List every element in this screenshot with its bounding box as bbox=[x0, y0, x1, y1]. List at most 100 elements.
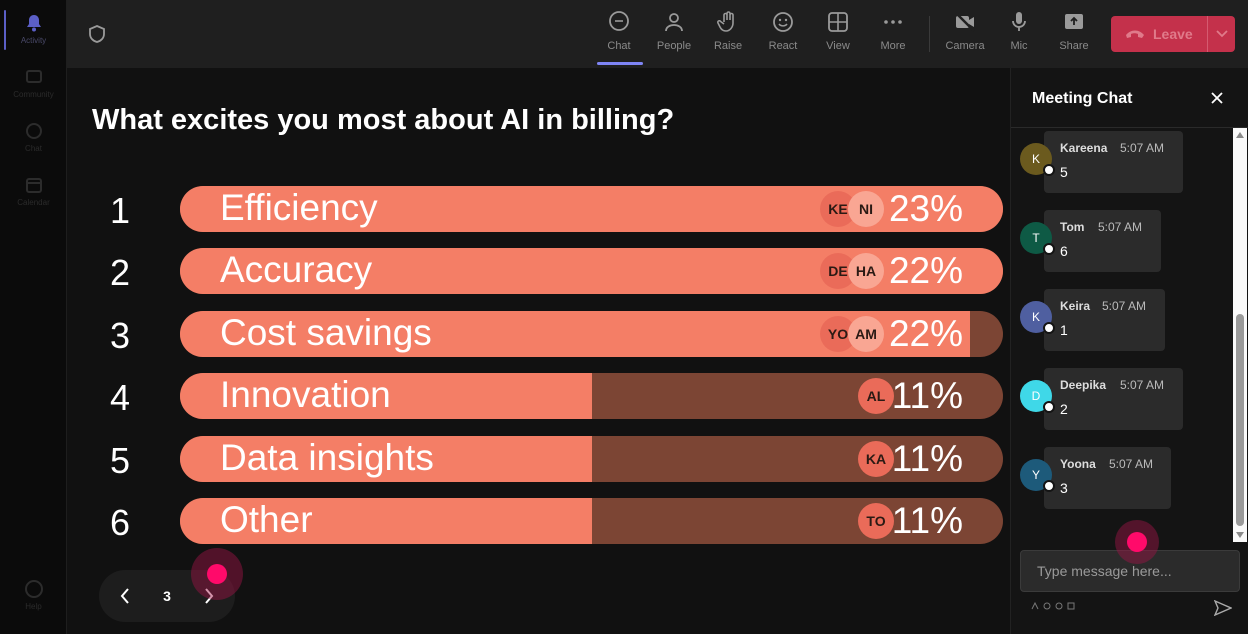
rail-item-community[interactable]: Community bbox=[0, 66, 67, 118]
toolbar-mic-button[interactable]: Mic bbox=[993, 10, 1045, 60]
chat-message-bubble[interactable]: Kareena 5:07 AM 5 bbox=[1044, 131, 1183, 193]
chat-sender-name: Tom bbox=[1060, 220, 1085, 234]
chat-message-bubble[interactable]: Deepika 5:07 AM 2 bbox=[1044, 368, 1183, 430]
toolbar-raise-button[interactable]: Raise bbox=[702, 10, 754, 60]
rail-item-label: Community bbox=[13, 90, 54, 99]
toolbar-button-label: Share bbox=[1059, 40, 1089, 52]
poll-option-percent: 11% bbox=[891, 438, 963, 479]
chevron-down-icon bbox=[1215, 30, 1228, 38]
poll-option-rank: 6 bbox=[109, 502, 131, 543]
presence-status-icon bbox=[1043, 164, 1055, 176]
presence-status-icon bbox=[1043, 322, 1055, 334]
poll-option-rank: 5 bbox=[109, 440, 131, 481]
rail-active-indicator bbox=[4, 10, 6, 50]
send-button[interactable] bbox=[1213, 598, 1233, 618]
click-indicator bbox=[191, 548, 243, 600]
grid-icon bbox=[826, 10, 850, 34]
shield-icon[interactable] bbox=[87, 24, 107, 44]
scroll-down-arrow[interactable] bbox=[1236, 532, 1244, 538]
poll-question: What excites you most about AI in billin… bbox=[92, 104, 675, 136]
poll-option-percent: 11% bbox=[891, 375, 963, 416]
poll-option-label: Innovation bbox=[220, 374, 391, 415]
leave-main-button[interactable]: Leave bbox=[1111, 16, 1207, 52]
poll-option-label: Accuracy bbox=[220, 249, 373, 290]
poll-option-bar: Other TO 11% bbox=[180, 498, 1003, 544]
emoji-icon[interactable] bbox=[1055, 602, 1063, 610]
camera-off-icon bbox=[953, 10, 977, 34]
send-icon bbox=[1214, 600, 1232, 616]
format-icon[interactable] bbox=[1031, 602, 1039, 610]
attach-icon[interactable] bbox=[1043, 602, 1051, 610]
poll-option-rank: 1 bbox=[109, 190, 131, 231]
help-icon bbox=[23, 578, 45, 600]
poll-option-fill bbox=[180, 436, 592, 482]
leave-button[interactable]: Leave bbox=[1111, 16, 1235, 52]
chat-timestamp: 5:07 AM bbox=[1098, 220, 1143, 234]
chat-message: Deepika 5:07 AM 2 D bbox=[1011, 368, 1241, 432]
poll-option-label: Data insights bbox=[220, 437, 434, 478]
rail-item-label: Calendar bbox=[17, 198, 50, 207]
toolbar-button-label: People bbox=[656, 40, 692, 52]
chat-message-text: 2 bbox=[1060, 401, 1068, 417]
chat-message-bubble[interactable]: Keira 5:07 AM 1 bbox=[1044, 289, 1165, 351]
poll-option-row: 6 Other TO 11% bbox=[67, 498, 1010, 546]
toolbar-camera-button[interactable]: Camera bbox=[939, 10, 991, 60]
toolbar-divider bbox=[929, 16, 930, 52]
toolbar-button-label: Chat bbox=[607, 40, 631, 52]
toolbar-react-button[interactable]: React bbox=[757, 10, 809, 60]
chat-message-bubble[interactable]: Yoona 5:07 AM 3 bbox=[1044, 447, 1171, 509]
scroll-thumb[interactable] bbox=[1236, 314, 1244, 526]
community-icon bbox=[23, 66, 45, 88]
leave-divider bbox=[1207, 16, 1208, 52]
poll-option-label: Other bbox=[220, 499, 313, 540]
share-icon bbox=[1062, 10, 1086, 34]
chat-icon bbox=[607, 10, 631, 34]
bell-icon bbox=[23, 12, 45, 34]
chat-timestamp: 5:07 AM bbox=[1102, 299, 1147, 313]
chat-message-bubble[interactable]: Tom 5:07 AM 6 bbox=[1044, 210, 1161, 272]
poll-option-bar: Cost savings YO AM 22% bbox=[180, 311, 1003, 357]
rail-item-calendar[interactable]: Calendar bbox=[0, 174, 67, 226]
gif-icon[interactable] bbox=[1067, 602, 1075, 610]
close-icon bbox=[1210, 91, 1224, 105]
rail-item-help[interactable]: Help bbox=[0, 578, 67, 630]
poll-stage: What excites you most about AI in billin… bbox=[67, 68, 1010, 634]
rail-item-chat[interactable]: Chat bbox=[0, 120, 67, 172]
chat-scrollbar[interactable] bbox=[1233, 128, 1247, 542]
chat-message-text: 1 bbox=[1060, 322, 1068, 338]
rail-item-label: Activity bbox=[20, 36, 47, 45]
close-chat-button[interactable] bbox=[1207, 88, 1227, 108]
chat-timestamp: 5:07 AM bbox=[1120, 141, 1165, 155]
toolbar-more-button[interactable]: More bbox=[867, 10, 919, 60]
presence-status-icon bbox=[1043, 243, 1055, 255]
page-number: 3 bbox=[163, 588, 171, 604]
presence-status-icon bbox=[1043, 401, 1055, 413]
chat-sender-name: Keira bbox=[1060, 299, 1091, 313]
chat-message: Keira 5:07 AM 1 K bbox=[1011, 289, 1241, 353]
poll-option-rank: 3 bbox=[109, 315, 131, 356]
chat-icon bbox=[23, 120, 45, 142]
poll-option-fill bbox=[180, 373, 592, 419]
rail-item-activity[interactable]: Activity bbox=[0, 12, 67, 64]
people-icon bbox=[662, 10, 686, 34]
poll-option-percent: 23% bbox=[888, 188, 963, 229]
mic-icon bbox=[1007, 10, 1031, 34]
click-indicator bbox=[1115, 520, 1159, 564]
poll-option-row: 5 Data insights KA 11% bbox=[67, 436, 1010, 484]
toolbar-chat-button[interactable]: Chat bbox=[593, 10, 645, 60]
toolbar-share-button[interactable]: Share bbox=[1048, 10, 1100, 60]
rail-item-label: Chat bbox=[25, 144, 42, 153]
toolbar-button-label: Camera bbox=[945, 40, 985, 52]
poll-option-percent: 11% bbox=[891, 500, 963, 541]
scroll-up-arrow[interactable] bbox=[1236, 132, 1244, 138]
poll-option-percent: 22% bbox=[888, 313, 963, 354]
previous-page-button[interactable] bbox=[113, 584, 137, 608]
poll-option-rank: 4 bbox=[109, 377, 131, 418]
poll-option-bar: Data insights KA 11% bbox=[180, 436, 1003, 482]
toolbar-view-button[interactable]: View bbox=[812, 10, 864, 60]
more-icon bbox=[881, 10, 905, 34]
leave-options-button[interactable] bbox=[1208, 16, 1235, 52]
toolbar-people-button[interactable]: People bbox=[648, 10, 700, 60]
phone-hangup-icon bbox=[1125, 28, 1145, 40]
